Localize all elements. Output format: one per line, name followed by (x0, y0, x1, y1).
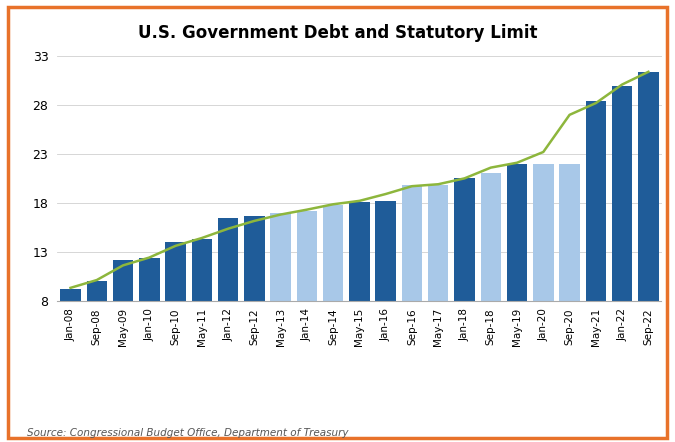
Bar (113, 260, 133, 301)
Bar (402, 185, 423, 301)
Bar (507, 164, 527, 301)
Bar (139, 258, 159, 301)
Bar (612, 85, 632, 301)
Bar (218, 218, 238, 301)
Bar (86, 281, 107, 301)
Bar (638, 72, 659, 301)
Bar (454, 179, 475, 301)
Bar (244, 216, 265, 301)
Bar (165, 242, 186, 301)
Text: U.S. Government Debt and Statutory Limit: U.S. Government Debt and Statutory Limit (138, 24, 537, 42)
Bar (533, 164, 554, 301)
Bar (271, 213, 291, 301)
Bar (560, 164, 580, 301)
Bar (349, 202, 370, 301)
Bar (60, 290, 81, 301)
Bar (586, 101, 606, 301)
Bar (428, 185, 448, 301)
FancyBboxPatch shape (8, 7, 667, 438)
Text: Source: Congressional Budget Office, Department of Treasury: Source: Congressional Budget Office, Dep… (27, 427, 348, 438)
Bar (296, 211, 317, 301)
Bar (192, 239, 212, 301)
Bar (481, 173, 501, 301)
Bar (375, 202, 396, 301)
Bar (323, 205, 344, 301)
